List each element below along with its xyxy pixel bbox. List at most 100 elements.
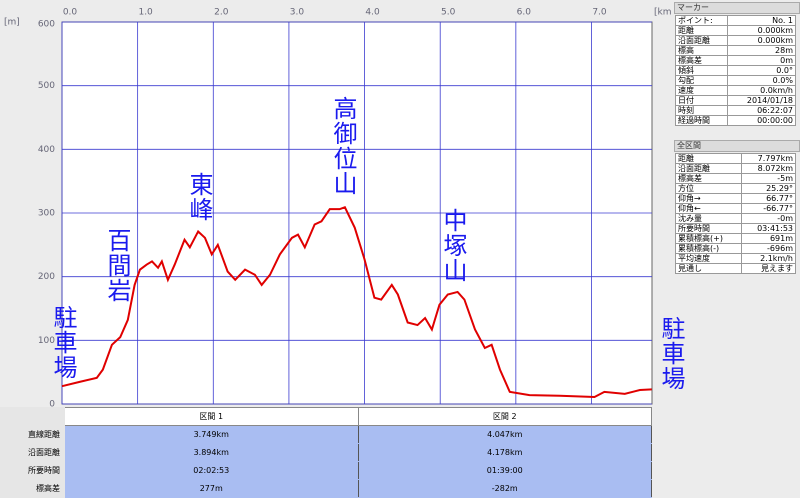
field-label: 距離 (674, 25, 729, 36)
y-tick-label: 100 (38, 336, 55, 346)
row: 勾配 0.0% (674, 75, 796, 86)
section-value: 4.047km (357, 425, 652, 444)
row: 日付 2014/01/18 (674, 95, 796, 106)
annotation: 中塚山 (439, 208, 467, 283)
x-tick-label: 7.0 (592, 8, 607, 18)
y-tick-label: 600 (38, 20, 55, 30)
row: 標高差 0m (674, 55, 796, 66)
field-value: 0.0% (727, 75, 796, 86)
field-value: 0.000km (727, 35, 796, 46)
field-value: 0m (727, 55, 796, 66)
annotation: 高御位山 (329, 96, 357, 196)
section-value: 02:02:53 (64, 461, 359, 480)
row: 直線距離 3.749km 4.047km (0, 425, 652, 444)
field-label: 方位 (675, 183, 742, 194)
field-label: 速度 (674, 85, 729, 96)
row: 傾斜 0.0° (674, 65, 796, 76)
field-value: 2014/01/18 (727, 95, 796, 106)
y-axis-label: [m] (4, 18, 20, 28)
section-value: 01:39:00 (357, 461, 652, 480)
field-label: 仰角→ (675, 193, 742, 204)
row: 速度 0.0km/h (674, 85, 796, 96)
x-tick-label: 6.0 (517, 8, 532, 18)
row: ポイント: No. 1 (674, 15, 796, 26)
y-tick-label: 0 (49, 400, 55, 408)
field-value: 0.0km/h (727, 85, 796, 96)
field-value: 66.77° (740, 193, 797, 204)
field-value: 0.000km (727, 25, 796, 36)
row: 累積標高(-) -696m (675, 243, 797, 254)
y-tick-label: 200 (38, 272, 55, 282)
field-label: 傾斜 (674, 65, 729, 76)
x-tick-label: 5.0 (441, 8, 456, 18)
section-value: 3.749km (64, 425, 359, 444)
field-label: ポイント: (674, 15, 729, 26)
row: 標高差 277m -282m (0, 479, 652, 498)
field-value: -0m (740, 213, 797, 224)
field-value: 見えます (740, 263, 797, 274)
field-value: 28m (727, 45, 796, 56)
row-label: 標高差 (0, 479, 65, 498)
row-label: 所要時間 (0, 461, 65, 480)
field-label: 沈み量 (675, 213, 742, 224)
row: 標高差 -5m (675, 173, 797, 184)
x-tick-label: 0.0 (63, 8, 78, 18)
row: 距離 7.797km (675, 153, 797, 164)
row: 沿面距離 8.072km (675, 163, 797, 174)
row: 所要時間 02:02:53 01:39:00 (0, 461, 652, 480)
row: 沿面距離 0.000km (674, 35, 796, 46)
elevation-line (61, 206, 652, 399)
field-label: 累積標高(-) (675, 243, 742, 254)
x-tick-label: 3.0 (290, 8, 305, 18)
row-label: 沿面距離 (0, 443, 65, 462)
row: 沿面距離 3.894km 4.178km (0, 443, 652, 462)
field-label: 勾配 (674, 75, 729, 86)
section-value: 4.178km (357, 443, 652, 462)
x-axis-label: [km] (654, 8, 672, 18)
field-label: 標高差 (675, 173, 742, 184)
field-value: 2.1km/h (740, 253, 797, 264)
row: 仰角← -66.77° (675, 203, 797, 214)
row-label: 直線距離 (0, 425, 65, 444)
field-value: 03:41:53 (740, 223, 797, 234)
annotation: 百間岩 (103, 228, 131, 303)
field-value: -696m (740, 243, 797, 254)
field-value: -5m (740, 173, 797, 184)
row: 経過時間 00:00:00 (674, 115, 796, 126)
field-label: 平均速度 (675, 253, 742, 264)
total-table: 距離 7.797km 沿面距離 8.072km 標高差 -5m 方位 25.29° 仰角→ 66.… (675, 153, 797, 274)
row: 時刻 06:22:07 (674, 105, 796, 116)
row: 方位 25.29° (675, 183, 797, 194)
panel-title: マーカー (674, 2, 800, 14)
section-name: 区間 1 (64, 407, 359, 426)
y-tick-label: 300 (38, 209, 55, 219)
corner (0, 407, 65, 426)
annotation: 駐車場 (657, 316, 685, 391)
field-value: 691m (740, 233, 797, 244)
field-label: 所要時間 (675, 223, 742, 234)
row: 累積標高(+) 691m (675, 233, 797, 244)
section-name: 区間 2 (357, 407, 652, 426)
marker-table: ポイント: No. 1 距離 0.000km 沿面距離 0.000km 標高 28m 標高差 0m… (674, 15, 796, 126)
chart: [m] [km] 0 100 200 300 400 500 600 0.0 1.0 2.0 3.0… (4, 8, 672, 408)
header-row: 区間 1 区間 2 (0, 407, 652, 426)
field-label: 標高 (674, 45, 729, 56)
annotation: 東峰 (185, 172, 213, 222)
row: 仰角→ 66.77° (675, 193, 797, 204)
field-value: 25.29° (740, 183, 797, 194)
field-value: 7.797km (740, 153, 797, 164)
field-label: 距離 (675, 153, 742, 164)
field-value: No. 1 (727, 15, 796, 26)
row: 見通し 見えます (675, 263, 797, 274)
field-value: 8.072km (740, 163, 797, 174)
panel-title: 全区間 (674, 140, 800, 152)
field-label: 時刻 (674, 105, 729, 116)
row: 平均速度 2.1km/h (675, 253, 797, 264)
x-tick-label: 1.0 (138, 8, 153, 18)
row: 所要時間 03:41:53 (675, 223, 797, 234)
field-value: 06:22:07 (727, 105, 796, 116)
field-label: 日付 (674, 95, 729, 106)
field-label: 累積標高(+) (675, 233, 742, 244)
row: 距離 0.000km (674, 25, 796, 36)
